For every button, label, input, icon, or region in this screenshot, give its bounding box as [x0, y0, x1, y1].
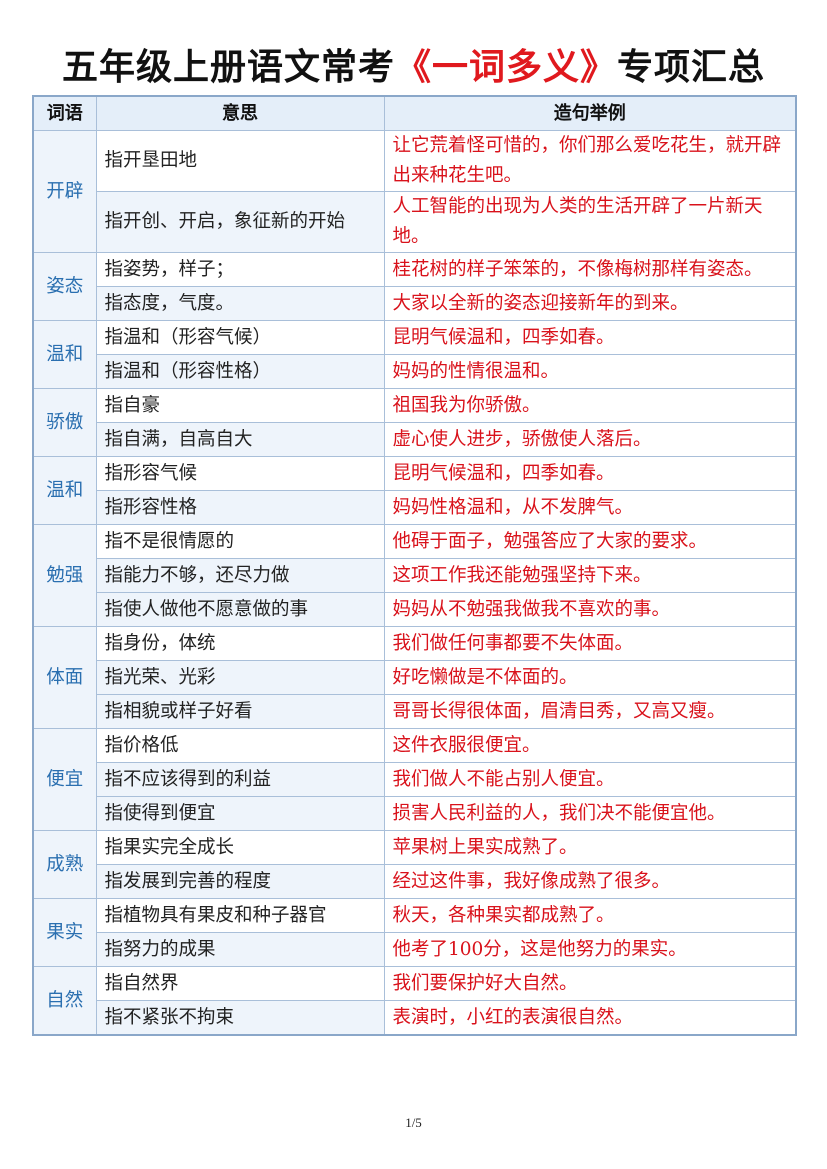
word-cell: 成熟 [32, 830, 97, 899]
header-example: 造句举例 [383, 95, 797, 131]
table-row: 指努力的成果 他考了100分，这是他努力的果实。 [33, 932, 797, 967]
meaning-cell: 指自然界 [95, 966, 385, 1001]
table-row: 体面 指身份，体统 我们做任何事都要不失体面。 [32, 626, 797, 729]
example-cell: 损害人民利益的人，我们决不能便宜他。 [383, 796, 797, 831]
meaning-cell: 指光荣、光彩 [95, 660, 385, 695]
meaning-cell: 指形容性格 [95, 490, 385, 525]
meaning-cell: 指自豪 [95, 388, 385, 423]
example-cell: 妈妈的性情很温和。 [383, 354, 797, 389]
meaning-cell: 指不是很情愿的 [95, 524, 385, 559]
table-row: 指自满，自高自大 虚心使人进步，骄傲使人落后。 [33, 422, 797, 457]
meaning-cell: 指使得到便宜 [95, 796, 385, 831]
example-cell: 我们做人不能占别人便宜。 [383, 762, 797, 797]
table-row: 便宜 指价格低 这件衣服很便宜。 [32, 728, 797, 831]
word-cell: 骄傲 [32, 388, 97, 457]
word-cell: 便宜 [32, 728, 97, 831]
example-cell: 他考了100分，这是他努力的果实。 [383, 932, 797, 967]
example-cell: 让它荒着怪可惜的，你们那么爱吃花生，就开辟出来种花生吧。 [383, 130, 797, 192]
table-row: 指形容性格 妈妈性格温和，从不发脾气。 [33, 490, 797, 525]
meaning-cell: 指植物具有果皮和种子器官 [95, 898, 385, 933]
table-row: 勉强 指不是很情愿的 他碍于面子，勉强答应了大家的要求。 [32, 524, 797, 627]
word-cell: 果实 [32, 898, 97, 967]
example-cell: 我们要保护好大自然。 [383, 966, 797, 1001]
example-cell: 昆明气候温和，四季如春。 [383, 456, 797, 491]
title-highlight: 《一词多义》 [394, 46, 617, 88]
example-cell: 这件衣服很便宜。 [383, 728, 797, 763]
table-row: 指开创、开启，象征新的开始 人工智能的出现为人类的生活开辟了一片新天地。 [33, 191, 797, 253]
table-row: 指相貌或样子好看 哥哥长得很体面，眉清目秀，又高又瘦。 [33, 694, 797, 729]
meaning-cell: 指发展到完善的程度 [95, 864, 385, 899]
meaning-cell: 指相貌或样子好看 [95, 694, 385, 729]
example-cell: 虚心使人进步，骄傲使人落后。 [383, 422, 797, 457]
example-cell: 人工智能的出现为人类的生活开辟了一片新天地。 [383, 191, 797, 253]
table-row: 姿态 指姿势，样子； 桂花树的样子笨笨的，不像梅树那样有姿态。 [32, 252, 797, 321]
table-row: 指温和（形容性格） 妈妈的性情很温和。 [33, 354, 797, 389]
table-row: 温和 指形容气候 昆明气候温和，四季如春。 [32, 456, 797, 525]
meaning-cell: 指开创、开启，象征新的开始 [95, 191, 385, 253]
meaning-cell: 指姿势，样子； [95, 252, 385, 287]
example-cell: 桂花树的样子笨笨的，不像梅树那样有姿态。 [383, 252, 797, 287]
table-row: 开辟 指开垦田地 让它荒着怪可惜的，你们那么爱吃花生，就开辟出来种花生吧。 [32, 130, 797, 253]
page-number: 1/5 [405, 1115, 422, 1130]
example-cell: 我们做任何事都要不失体面。 [383, 626, 797, 661]
meaning-cell: 指不应该得到的利益 [95, 762, 385, 797]
example-cell: 这项工作我还能勉强坚持下来。 [383, 558, 797, 593]
meaning-cell: 指能力不够，还尽力做 [95, 558, 385, 593]
example-cell: 妈妈性格温和，从不发脾气。 [383, 490, 797, 525]
word-cell: 勉强 [32, 524, 97, 627]
word-cell: 开辟 [32, 130, 97, 253]
meaning-cell: 指使人做他不愿意做的事 [95, 592, 385, 627]
meaning-cell: 指温和（形容性格） [95, 354, 385, 389]
word-cell: 温和 [32, 456, 97, 525]
table-row: 指使得到便宜 损害人民利益的人，我们决不能便宜他。 [33, 796, 797, 831]
meaning-cell: 指态度，气度。 [95, 286, 385, 321]
example-cell: 秋天，各种果实都成熟了。 [383, 898, 797, 933]
example-cell: 苹果树上果实成熟了。 [383, 830, 797, 865]
meaning-cell: 指不紧张不拘束 [95, 1000, 385, 1036]
example-cell: 大家以全新的姿态迎接新年的到来。 [383, 286, 797, 321]
table-row: 指能力不够，还尽力做 这项工作我还能勉强坚持下来。 [33, 558, 797, 593]
word-cell: 自然 [32, 966, 97, 1036]
meaning-cell: 指温和（形容气候） [95, 320, 385, 355]
meaning-cell: 指形容气候 [95, 456, 385, 491]
table-row: 成熟 指果实完全成长 苹果树上果实成熟了。 [32, 830, 797, 899]
meaning-cell: 指果实完全成长 [95, 830, 385, 865]
table-row: 指发展到完善的程度 经过这件事，我好像成熟了很多。 [33, 864, 797, 899]
meaning-cell: 指身份，体统 [95, 626, 385, 661]
table-row: 骄傲 指自豪 祖国我为你骄傲。 [32, 388, 797, 457]
example-cell: 哥哥长得很体面，眉清目秀，又高又瘦。 [383, 694, 797, 729]
polysemy-table: 词语 意思 造句举例 开辟 指开垦田地 让它荒着怪可惜的，你们那么爱吃花生，就开辟出… [32, 95, 797, 1036]
table-header: 词语 意思 造句举例 [32, 95, 797, 131]
example-cell: 祖国我为你骄傲。 [383, 388, 797, 423]
example-cell: 好吃懒做是不体面的。 [383, 660, 797, 695]
example-cell: 妈妈从不勉强我做我不喜欢的事。 [383, 592, 797, 627]
meaning-cell: 指自满，自高自大 [95, 422, 385, 457]
word-cell: 温和 [32, 320, 97, 389]
page-title: 五年级上册语文常考《一词多义》专项汇总 [0, 38, 827, 90]
meaning-cell: 指价格低 [95, 728, 385, 763]
table-row: 指使人做他不愿意做的事 妈妈从不勉强我做我不喜欢的事。 [33, 592, 797, 627]
table-row: 指光荣、光彩 好吃懒做是不体面的。 [33, 660, 797, 695]
table-row: 果实 指植物具有果皮和种子器官 秋天，各种果实都成熟了。 [32, 898, 797, 967]
meaning-cell: 指努力的成果 [95, 932, 385, 967]
table-row: 指态度，气度。 大家以全新的姿态迎接新年的到来。 [33, 286, 797, 321]
example-cell: 他碍于面子，勉强答应了大家的要求。 [383, 524, 797, 559]
table-row: 自然 指自然界 我们要保护好大自然。 [32, 966, 797, 1036]
meaning-cell: 指开垦田地 [95, 130, 385, 192]
example-cell: 表演时，小红的表演很自然。 [383, 1000, 797, 1036]
header-meaning: 意思 [95, 95, 385, 131]
table-row: 指不应该得到的利益 我们做人不能占别人便宜。 [33, 762, 797, 797]
table-row: 温和 指温和（形容气候） 昆明气候温和，四季如春。 [32, 320, 797, 389]
example-cell: 经过这件事，我好像成熟了很多。 [383, 864, 797, 899]
word-cell: 体面 [32, 626, 97, 729]
word-cell: 姿态 [32, 252, 97, 321]
title-part1: 五年级上册语文常考 [61, 46, 395, 88]
header-word: 词语 [32, 95, 97, 131]
example-cell: 昆明气候温和，四季如春。 [383, 320, 797, 355]
title-part2: 专项汇总 [617, 46, 766, 88]
table-row: 指不紧张不拘束 表演时，小红的表演很自然。 [33, 1000, 797, 1036]
